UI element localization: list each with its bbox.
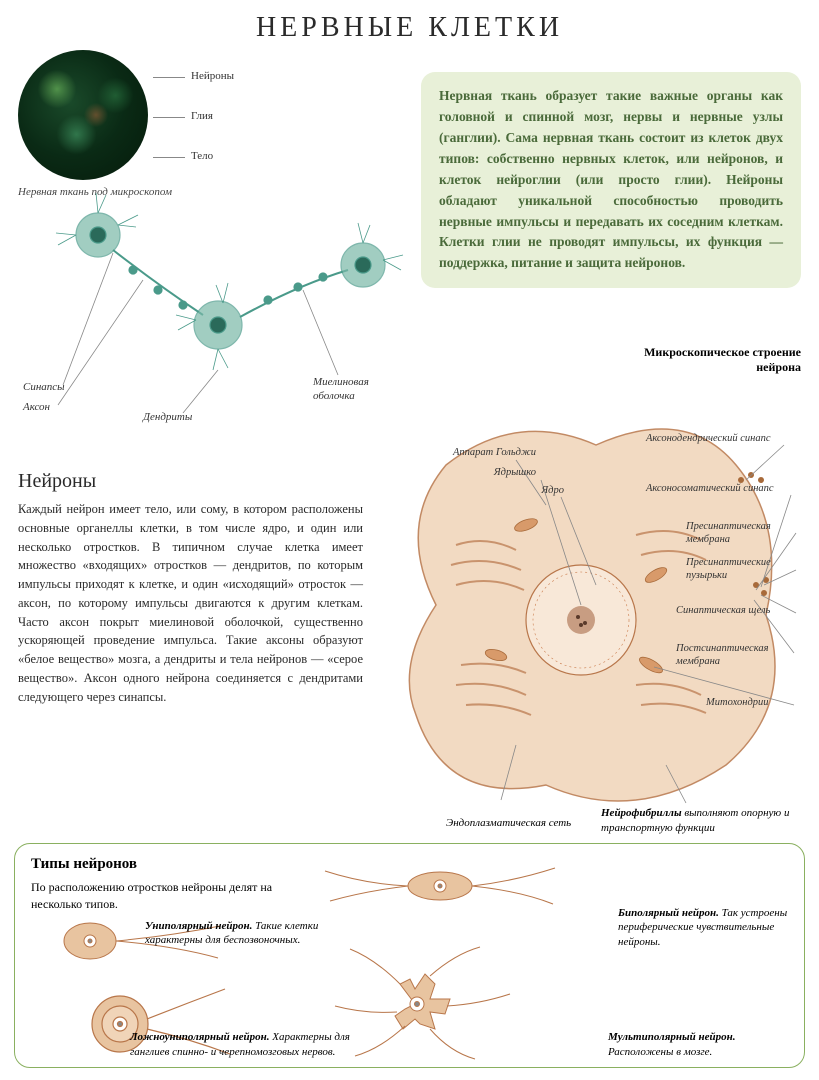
type-multipolar-name: Мультиполярный нейрон. xyxy=(608,1031,735,1043)
micro-label-glia: Глия xyxy=(153,110,234,122)
bipolar-sketch xyxy=(305,856,575,916)
micro-label-body: Тело xyxy=(153,150,234,162)
neuron-chain-diagram: Синапсы Аксон Дендриты Миелиновая оболоч… xyxy=(18,175,418,425)
label-nucleolus: Ядрышко xyxy=(476,467,536,480)
label-syn-cleft: Синаптическая щель xyxy=(676,605,806,618)
label-axodendritic: Аксонодендрический синапс xyxy=(646,433,806,446)
type-bipolar-name: Биполярный нейрон. xyxy=(618,907,719,919)
label-endoplasmic: Эндоплазматическая сеть xyxy=(446,817,571,829)
label-synapses: Синапсы xyxy=(23,381,65,393)
intro-box: Нервная ткань образует такие важные орга… xyxy=(421,72,801,288)
page-title: НЕРВНЫЕ КЛЕТКИ xyxy=(0,0,819,44)
label-presyn-vesicles: Пресинаптические пузырьки xyxy=(686,557,806,582)
label-axosomatic: Аксоносоматический синапс xyxy=(646,483,806,496)
type-multipolar: Мультиполярный нейрон. Расположены в моз… xyxy=(608,1030,788,1059)
neurons-body: Каждый нейрон имеет тело, или сому, в ко… xyxy=(18,500,363,706)
label-myelin-1: Миелиновая xyxy=(312,376,369,388)
microstructure-section: Микроскопическое строение нейрона xyxy=(386,345,801,835)
label-golgi: Аппарат Гольджи xyxy=(436,447,536,460)
label-presyn-membrane: Пресинаптическая мембрана xyxy=(686,521,806,546)
label-dendrites: Дендриты xyxy=(142,411,193,423)
type-bipolar: Биполярный нейрон. Так устроены перифери… xyxy=(618,906,788,949)
microscope-labels: Нейроны Глия Тело xyxy=(153,70,234,190)
label-neurofibrils: Нейрофибриллы выполняют опорную и трансп… xyxy=(601,806,801,835)
neurons-heading: Нейроны xyxy=(18,470,96,493)
label-axon: Аксон xyxy=(22,401,51,413)
microstructure-title: Микроскопическое строение нейрона xyxy=(621,345,801,375)
microscope-image xyxy=(18,50,148,180)
label-myelin-2: оболочка xyxy=(313,390,355,402)
label-postsyn-membrane: Постсинаптическая мембрана xyxy=(676,643,806,668)
type-multipolar-desc: Расположены в мозге. xyxy=(608,1046,712,1058)
type-pseudounipolar: Ложноуниполярный нейрон. Характерны для … xyxy=(130,1030,350,1059)
label-nucleus: Ядро xyxy=(524,485,564,498)
type-pseudounipolar-name: Ложноуниполярный нейрон. xyxy=(130,1031,269,1043)
label-mitochondria: Митохондрии xyxy=(706,697,806,710)
type-unipolar: Униполярный нейрон. Такие клетки характе… xyxy=(145,919,345,948)
micro-label-neurons: Нейроны xyxy=(153,70,234,82)
neuron-types-box: Типы нейронов По расположению отростков … xyxy=(14,843,805,1068)
type-unipolar-name: Униполярный нейрон. xyxy=(145,920,252,932)
neurofibrils-bold: Нейрофибриллы xyxy=(601,807,682,819)
